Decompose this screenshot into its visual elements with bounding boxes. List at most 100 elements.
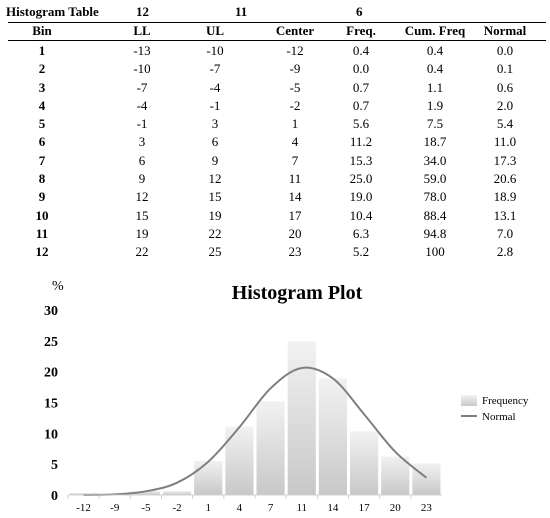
table-cell: 19.0 [349,189,373,205]
table-cell: 9 [211,152,219,168]
table-row: 3 -7 -4 -5 0.7 1.1 0.6 [0,79,550,97]
y-tick-label: 0 [51,489,58,504]
table-cell: 17.3 [493,152,517,168]
header-rule-top [8,22,546,23]
param-bins: 12 [136,4,149,19]
table-cell: 22 [135,244,149,260]
table-cell: 5.2 [352,244,370,260]
table-cell: 0.1 [496,61,514,77]
histogram-bar [162,490,193,496]
histogram-bar [193,459,224,496]
table-row: 9 12 15 14 19.0 78.0 18.9 [0,188,550,206]
table-cell: -4 [209,79,221,95]
table-cell: 12 [208,171,222,187]
table-cell: 6 [211,134,219,150]
table-body: 1 -13 -10 -12 0.4 0.4 0.0 2 -10 -7 -9 0.0 0.4 0.1 3 -7-… [0,42,550,262]
table-row: 1 -13 -10 -12 0.4 0.4 0.0 [0,42,550,60]
header-center: Center [275,23,315,38]
table-cell: 7 [291,152,299,168]
chart-title: Histogram Plot [232,282,363,304]
legend-normal-label: Normal [482,411,516,423]
header-freq: Freq. [346,23,376,38]
y-tick-label: 20 [44,366,58,381]
table-cell: -10 [133,61,151,77]
table-cell: 1 [291,116,299,132]
table-cell: -12 [286,43,304,58]
table-cell: 4 [291,134,299,150]
table-cell: 7.5 [426,116,444,132]
table-cell: 34.0 [423,152,447,168]
table-cell: 0.4 [426,43,444,58]
table-cell: 18.9 [493,189,517,205]
table-cell: -1 [209,97,221,113]
table-row: 5 -1 3 1 5.6 7.5 5.4 [0,115,550,133]
table-cell: 22 [208,225,222,241]
table-row: 11 19 22 20 6.3 94.8 7.0 [0,225,550,243]
table-cell: 6 [38,134,46,150]
histogram-svg: % Histogram Plot 0 5 10 15 20 25 30 -12 -9 -5 -2 1… [44,279,529,514]
table-cell: 17 [288,207,302,223]
table-row: 7 6 9 7 15.3 34.0 17.3 [0,152,550,170]
table-cell: 15.3 [349,152,373,168]
table-cell: 23 [288,244,302,260]
table-row: 2 -10 -7 -9 0.0 0.4 0.1 [0,60,550,78]
x-tick-label: -9 [110,502,120,514]
table-cell: 7.0 [496,225,514,241]
param-width: 11 [235,4,248,19]
table-cell: 59.0 [423,171,447,187]
table-column-headers: Bin LL UL Center Freq. Cum. Freq Normal [0,22,550,40]
table-cell: 78.0 [423,189,447,205]
table-cell: 3 [38,79,46,95]
table-cell: 20 [288,225,302,241]
table-title-row: Histogram Table 12 11 6 [0,4,550,22]
y-tick-label: 25 [44,335,58,350]
table-cell: 5 [38,116,46,132]
x-tick-label: 11 [296,502,307,514]
table-cell: 88.4 [423,207,447,223]
histogram-bar [286,340,317,496]
y-tick-label: 5 [51,458,58,473]
table-cell: 19 [135,225,149,241]
table-row: 12 22 25 23 5.2 100 2.8 [0,243,550,261]
table-cell: 13.1 [493,207,517,223]
histogram-chart: % Histogram Plot 0 5 10 15 20 25 30 -12 -9 -5 -2 1… [0,270,550,518]
table-cell: 15 [135,207,149,223]
table-cell: 11 [288,171,302,187]
table-cell: 0.6 [496,79,514,95]
table-cell: 18.7 [423,134,447,150]
table-cell: 0.4 [352,43,370,58]
header-normal: Normal [483,23,527,38]
table-cell: 12 [135,189,149,205]
table-cell: 11.0 [493,134,517,150]
table-cell: 11 [35,225,49,241]
table-cell: 3 [138,134,146,150]
y-tick-label: 30 [44,304,58,319]
table-cell: 0.7 [352,79,370,95]
x-tick-label: 7 [268,502,274,514]
y-tick-label: 10 [44,427,58,442]
table-cell: 1 [38,43,46,58]
table-cell: 5.4 [496,116,514,132]
table-cell: 12 [35,244,49,260]
x-tick-label: -2 [172,502,181,514]
table-cell: 14 [288,189,302,205]
table-cell: -2 [289,97,301,113]
table-cell: 25 [208,244,222,260]
table-cell: -7 [136,79,148,95]
table-cell: 8 [38,171,46,187]
header-bin: Bin [32,23,52,38]
table-cell: 7 [38,152,46,168]
table-cell: 0.0 [496,43,514,58]
normal-curve-line [83,366,428,496]
table-cell: 1.9 [426,97,444,113]
table-cell: -10 [206,43,224,58]
table-cell: 9 [38,189,46,205]
table-row: 8 9 12 11 25.0 59.0 20.6 [0,170,550,188]
header-cum-freq: Cum. Freq [404,23,466,38]
table-cell: 6 [138,152,146,168]
histogram-bar [349,430,380,496]
table-cell: -7 [209,61,221,77]
x-tick-label: 14 [327,502,339,514]
table-cell: 10 [35,207,49,223]
y-tick-label: 15 [44,397,58,412]
